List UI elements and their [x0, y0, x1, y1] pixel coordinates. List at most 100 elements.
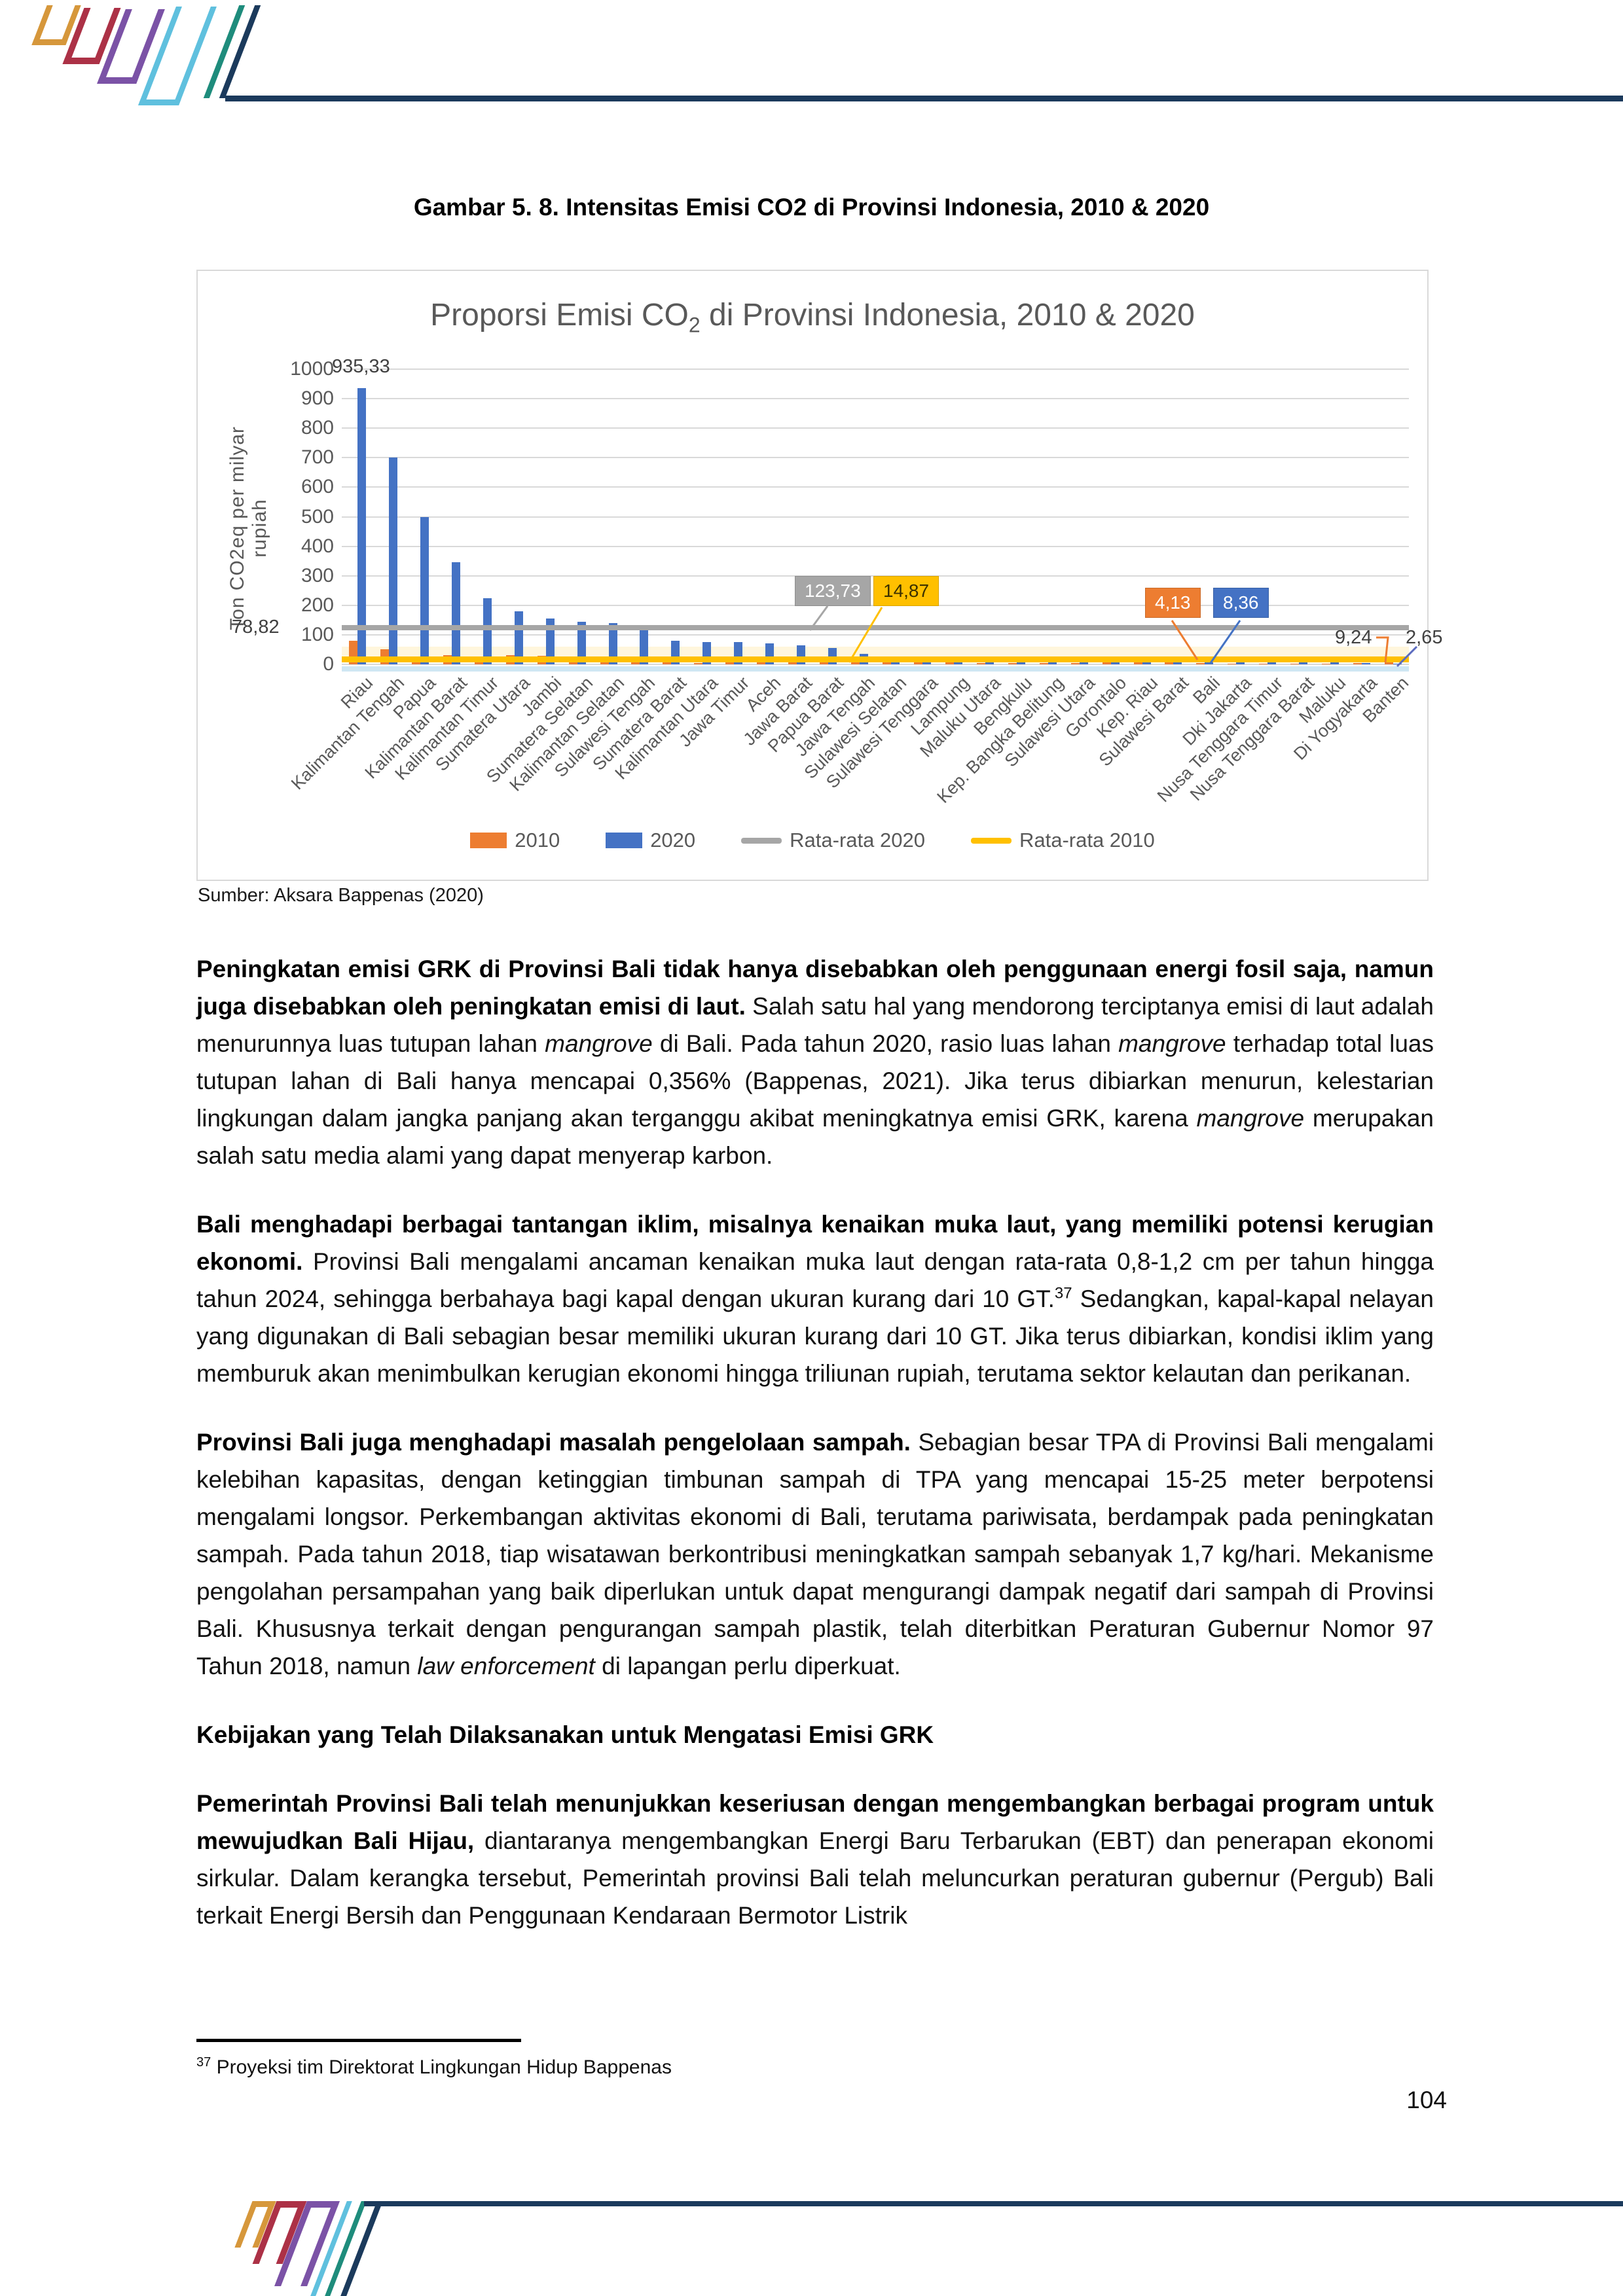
text-run: terhadap total luas tutupan lahan di Bal…	[196, 1030, 1434, 1132]
text-run: merupakan salah satu media alami yang da…	[196, 1105, 1434, 1169]
legend-item-rata-rata-2010: Rata-rata 2010	[970, 829, 1155, 852]
gridline	[342, 575, 1409, 577]
bar-2010-Sulawesi-Utara	[1070, 663, 1080, 664]
bar-2020-Sumatera-Selatan	[577, 621, 586, 664]
plot-axis-strip	[342, 666, 1409, 672]
y-tick-label: 700	[301, 446, 334, 469]
data-label-riau-2020: 935,33	[332, 356, 390, 377]
bar-2020-Bengkulu	[1016, 660, 1025, 664]
bar-2020-Sulawesi-Tengah	[640, 628, 649, 664]
y-tick-label: 1000	[290, 358, 334, 380]
y-tick-label: 900	[301, 387, 334, 410]
data-label-banten-2010: 9,24	[1335, 627, 1372, 648]
bar-2020-Kalimantan-Selatan	[608, 622, 617, 664]
legend-swatch-icon	[606, 833, 643, 848]
average-line-2020	[342, 625, 1409, 631]
legend-swatch-icon	[970, 837, 1012, 844]
data-label-banten-2020: 2,65	[1406, 627, 1443, 648]
text-run: Provinsi Bali juga menghadapi masalah pe…	[196, 1429, 919, 1456]
footer-rule	[364, 2201, 1623, 2206]
gridline	[342, 486, 1409, 488]
paragraph-2: Bali menghadapi berbagai tantangan iklim…	[196, 1206, 1434, 1392]
bar-2010-Sumatera-Selatan	[568, 662, 577, 664]
bar-2020-Riau	[357, 388, 366, 664]
bar-2020-Maluku	[1330, 662, 1340, 664]
bar-2010-Bengkulu	[1008, 662, 1017, 664]
y-tick-label: 800	[301, 417, 334, 439]
bar-2010-Jawa-Timur	[725, 661, 735, 664]
footnote-separator	[196, 2039, 521, 2042]
y-tick-label: 200	[301, 594, 334, 616]
gridline	[342, 457, 1409, 459]
chart-source: Sumber: Aksara Bappenas (2020)	[198, 885, 484, 906]
text-run: diantaranya mengembangkan Energi Baru Te…	[196, 1827, 1434, 1929]
bar-2010-Di-Yogyakarta	[1353, 662, 1362, 664]
legend-swatch-icon	[470, 833, 507, 848]
legend-label: Rata-rata 2020	[790, 829, 925, 852]
page-number: 104	[1406, 2087, 1447, 2113]
text-run: di Bali. Pada tahun 2020, rasio luas lah…	[652, 1030, 1119, 1057]
bar-2020-Di-Yogyakarta	[1362, 662, 1371, 664]
bar-2010-Bali	[1196, 663, 1205, 664]
bar-2010-Kalimantan-Utara	[694, 662, 703, 664]
gridline	[342, 427, 1409, 429]
body-text: Peningkatan emisi GRK di Provinsi Bali t…	[196, 950, 1434, 1965]
bar-2020-Kalimantan-Timur	[483, 598, 492, 664]
data-label-riau-2010: 78,82	[232, 617, 280, 637]
legend-label: 2010	[515, 829, 560, 852]
legend-item-2010: 2010	[470, 829, 560, 852]
y-tick-label: 100	[301, 623, 334, 645]
y-tick-label: 600	[301, 476, 334, 498]
bar-2020-Sulawesi-Utara	[1079, 661, 1088, 664]
legend-label: 2020	[650, 829, 696, 852]
gridline	[342, 634, 1409, 636]
gridline	[342, 664, 1409, 665]
text-run: mangrove	[1196, 1105, 1305, 1132]
bar-2010-Gorontalo	[1102, 662, 1111, 664]
bar-2010-Jawa-Tengah	[851, 662, 860, 664]
gridline	[342, 516, 1409, 518]
chart-title: Proporsi Emisi CO2 di Provinsi Indonesia…	[430, 298, 1195, 337]
bar-2020-Kalimantan-Barat	[451, 562, 460, 664]
y-tick-label: 500	[301, 505, 334, 528]
bar-2010-Sulawesi-Tenggara	[913, 662, 922, 664]
text-run: 37	[1054, 1284, 1072, 1302]
bar-2010-Banten	[1385, 661, 1394, 664]
gridline	[342, 398, 1409, 400]
section-heading: Kebijakan yang Telah Dilaksanakan untuk …	[196, 1721, 934, 1748]
bar-2010-Lampung	[945, 662, 954, 664]
bar-2020-Nusa-Tenggara-Timur	[1267, 662, 1277, 664]
y-tick-label: 300	[301, 564, 334, 586]
bar-2010-Maluku-Utara	[976, 662, 985, 664]
paragraph-1: Peningkatan emisi GRK di Provinsi Bali t…	[196, 950, 1434, 1174]
bar-2010-Jawa-Barat	[788, 662, 797, 664]
text-run: Peningkatan emisi GRK di Provinsi Bali t…	[196, 956, 1434, 1020]
y-tick-label: 400	[301, 535, 334, 557]
bar-2020-Kep.-Bangka-Belitung	[1048, 660, 1057, 664]
text-run: Bali menghadapi berbagai tantangan iklim…	[196, 1211, 1434, 1275]
legend-item-rata-rata-2020: Rata-rata 2020	[741, 829, 925, 852]
paragraph-4: Pemerintah Provinsi Bali telah menunjukk…	[196, 1785, 1434, 1934]
bar-2020-Papua	[420, 516, 429, 664]
legend-swatch-icon	[741, 837, 782, 844]
text-run: mangrove	[545, 1030, 653, 1057]
bar-2020-Sumatera-Utara	[514, 611, 523, 664]
legend-label: Rata-rata 2010	[1019, 829, 1155, 852]
bar-2010-Kalimantan-Selatan	[600, 660, 609, 664]
bar-2010-Sulawesi-Selatan	[882, 661, 891, 664]
text-run: Provinsi Bali mengalami ancaman kenaikan…	[196, 1248, 1434, 1312]
figure-caption: Gambar 5. 8. Intensitas Emisi CO2 di Pro…	[413, 194, 1210, 221]
callout-rata-rata-2010: 14,87	[873, 576, 939, 606]
chart-legend: 2010 2020 Rata-rata 2020 Rata-rata 2010	[198, 829, 1427, 852]
bar-2020-Nusa-Tenggara-Barat	[1299, 662, 1308, 664]
chart-frame: Proporsi Emisi CO2 di Provinsi Indonesia…	[196, 270, 1442, 881]
paragraph-3: Provinsi Bali juga menghadapi masalah pe…	[196, 1424, 1434, 1685]
callout-rata-rata-2020: 123,73	[795, 576, 871, 606]
y-tick-label: 0	[323, 653, 334, 675]
bar-2020-Bali	[1205, 662, 1214, 664]
gridline	[342, 368, 1409, 370]
footnote: 37 Proyeksi tim Direktorat Lingkungan Hi…	[196, 2055, 672, 2079]
text-run: Pemerintah Provinsi Bali telah menunjukk…	[196, 1790, 1434, 1854]
bar-2020-Gorontalo	[1110, 661, 1120, 664]
